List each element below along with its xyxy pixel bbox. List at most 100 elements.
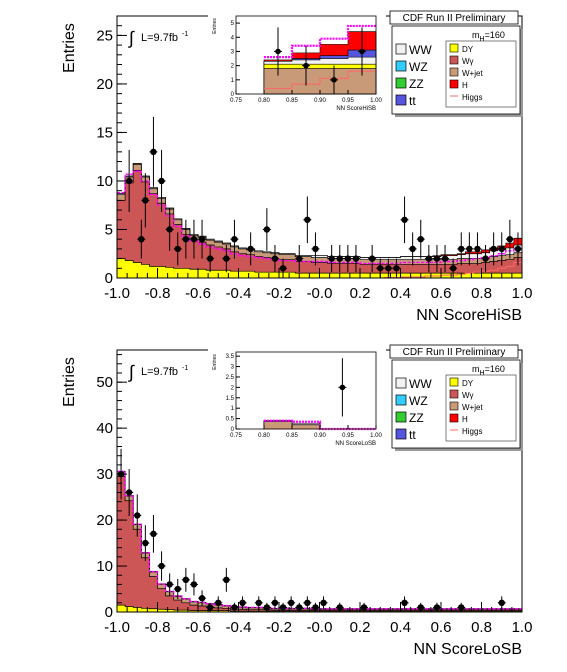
- inset-x-tick-label: 0.95: [342, 433, 354, 439]
- data-point: [409, 245, 416, 253]
- data-point: [368, 255, 376, 262]
- inset-data-point: [359, 48, 365, 55]
- legend-right-frame: [445, 374, 517, 442]
- data-point: [182, 576, 190, 584]
- legend-label-ww: WW: [409, 43, 432, 57]
- inset-y-tick-label: 3: [231, 365, 235, 371]
- legend-label-ww: WW: [409, 377, 432, 391]
- data-point: [401, 599, 408, 607]
- legend-label-h: H: [462, 415, 468, 424]
- y-axis-label: Entries: [61, 23, 78, 73]
- x-axis-label: NN ScoreLoSB: [414, 641, 523, 658]
- data-point: [506, 235, 514, 243]
- data-point: [352, 255, 360, 262]
- legend-swatch-dy: [449, 377, 459, 387]
- legend-label-wz: WZ: [409, 394, 428, 408]
- inset-x-tick-label: 0.85: [286, 98, 298, 104]
- data-point: [263, 226, 271, 233]
- y-tick-label: 0: [105, 270, 113, 287]
- data-point: [312, 604, 319, 611]
- mass-subscript: H: [480, 36, 485, 43]
- inset-data-point: [331, 77, 337, 83]
- mass-value: =160: [485, 30, 505, 40]
- luminosity-label: L=9.7fb: [141, 366, 178, 378]
- data-point: [190, 581, 198, 588]
- y-tick-label: 20: [96, 76, 113, 93]
- data-point: [344, 255, 352, 262]
- legend-label-wg: Wγ: [462, 57, 474, 66]
- legend-swatch-wg: [449, 389, 459, 399]
- legend-label-higgs: Higgs: [462, 427, 482, 436]
- data-point: [138, 235, 145, 243]
- data-point: [304, 599, 311, 607]
- inset-2: 0.75 0.80 0.85 0.90 0.95 1.00 0 0.5 1 1.5 2 2.5 3 3.5…: [208, 344, 386, 455]
- data-point: [158, 562, 165, 570]
- data-point: [304, 216, 311, 223]
- data-point: [223, 255, 230, 262]
- data-point: [449, 265, 457, 272]
- inset-y-tick-label: 1: [231, 406, 235, 412]
- mass-label: mH=160: [472, 30, 505, 43]
- inset-y-tick-label: 0.5: [226, 417, 235, 423]
- legend-label-dy: DY: [462, 45, 474, 54]
- x-tick-label: 0.8: [471, 285, 492, 302]
- data-point: [498, 245, 505, 253]
- legend-label-tt: tt: [409, 428, 416, 442]
- inset-y-axis-label: Entries: [212, 18, 218, 34]
- data-point: [514, 245, 522, 253]
- data-point: [320, 599, 327, 607]
- inset-y-tick-label: 2: [231, 385, 235, 391]
- mass-value: =160: [485, 364, 505, 374]
- inset-y-tick-label: 0: [231, 92, 235, 98]
- data-point: [223, 576, 230, 584]
- data-point: [393, 265, 400, 272]
- data-point: [433, 604, 441, 611]
- x-tick-label: -0.6: [185, 619, 211, 636]
- y-tick-label: 10: [96, 558, 113, 575]
- inset-y-tick-label: 3: [231, 49, 235, 55]
- data-point: [158, 177, 165, 185]
- mass-label: mH=160: [472, 364, 505, 377]
- data-point: [182, 235, 190, 243]
- legend-right-frame: [445, 40, 517, 108]
- data-point: [417, 235, 424, 243]
- x-tick-label: -0.8: [145, 619, 171, 636]
- inset-y-tick-label: 1.5: [226, 396, 235, 402]
- data-point: [336, 255, 343, 262]
- x-tick-label: 0.6: [431, 619, 452, 636]
- inset-x-tick-label: 0.80: [258, 433, 270, 439]
- inset-x-axis-label: NN ScoreHiSB: [336, 106, 376, 112]
- y-tick-label: 50: [96, 374, 113, 391]
- integral-symbol: ∫: [127, 28, 135, 48]
- x-tick-label: 1.0: [512, 619, 533, 636]
- inset-higgs-line: [264, 70, 376, 89]
- x-tick-label: -0.4: [226, 619, 252, 636]
- legend-swatch-wjet: [449, 401, 459, 411]
- data-point: [150, 148, 157, 156]
- legend-swatch-dy: [449, 43, 459, 53]
- x-tick-label: -0.6: [185, 285, 211, 302]
- x-tick-label: 0.4: [390, 285, 411, 302]
- inset-background: [208, 344, 386, 455]
- x-tick-label: -0.0: [307, 619, 333, 636]
- x-tick-label: 1.0: [512, 285, 533, 302]
- x-tick-label: 0.2: [350, 619, 371, 636]
- data-point: [377, 265, 384, 272]
- x-tick-label: -0.4: [226, 285, 252, 302]
- inset-y-axis-label: Entries: [212, 354, 218, 370]
- inset-x-tick-label: 0.95: [342, 98, 354, 104]
- mass-symbol: m: [472, 30, 480, 40]
- data-point: [433, 255, 441, 262]
- inset-y-tick-label: 2: [231, 64, 235, 70]
- data-point: [271, 255, 279, 262]
- legend-label-wz: WZ: [409, 60, 428, 74]
- data-point: [474, 245, 481, 253]
- inset-frame: [235, 351, 377, 430]
- inset-y-tick-label: 4: [231, 35, 235, 41]
- inset-x-tick-label: 0.90: [314, 98, 326, 104]
- inset-y-tick-label: 2.5: [226, 375, 235, 381]
- legend-swatch-tt: [395, 428, 407, 440]
- legend-swatch-tt: [395, 94, 407, 106]
- data-point: [312, 245, 319, 253]
